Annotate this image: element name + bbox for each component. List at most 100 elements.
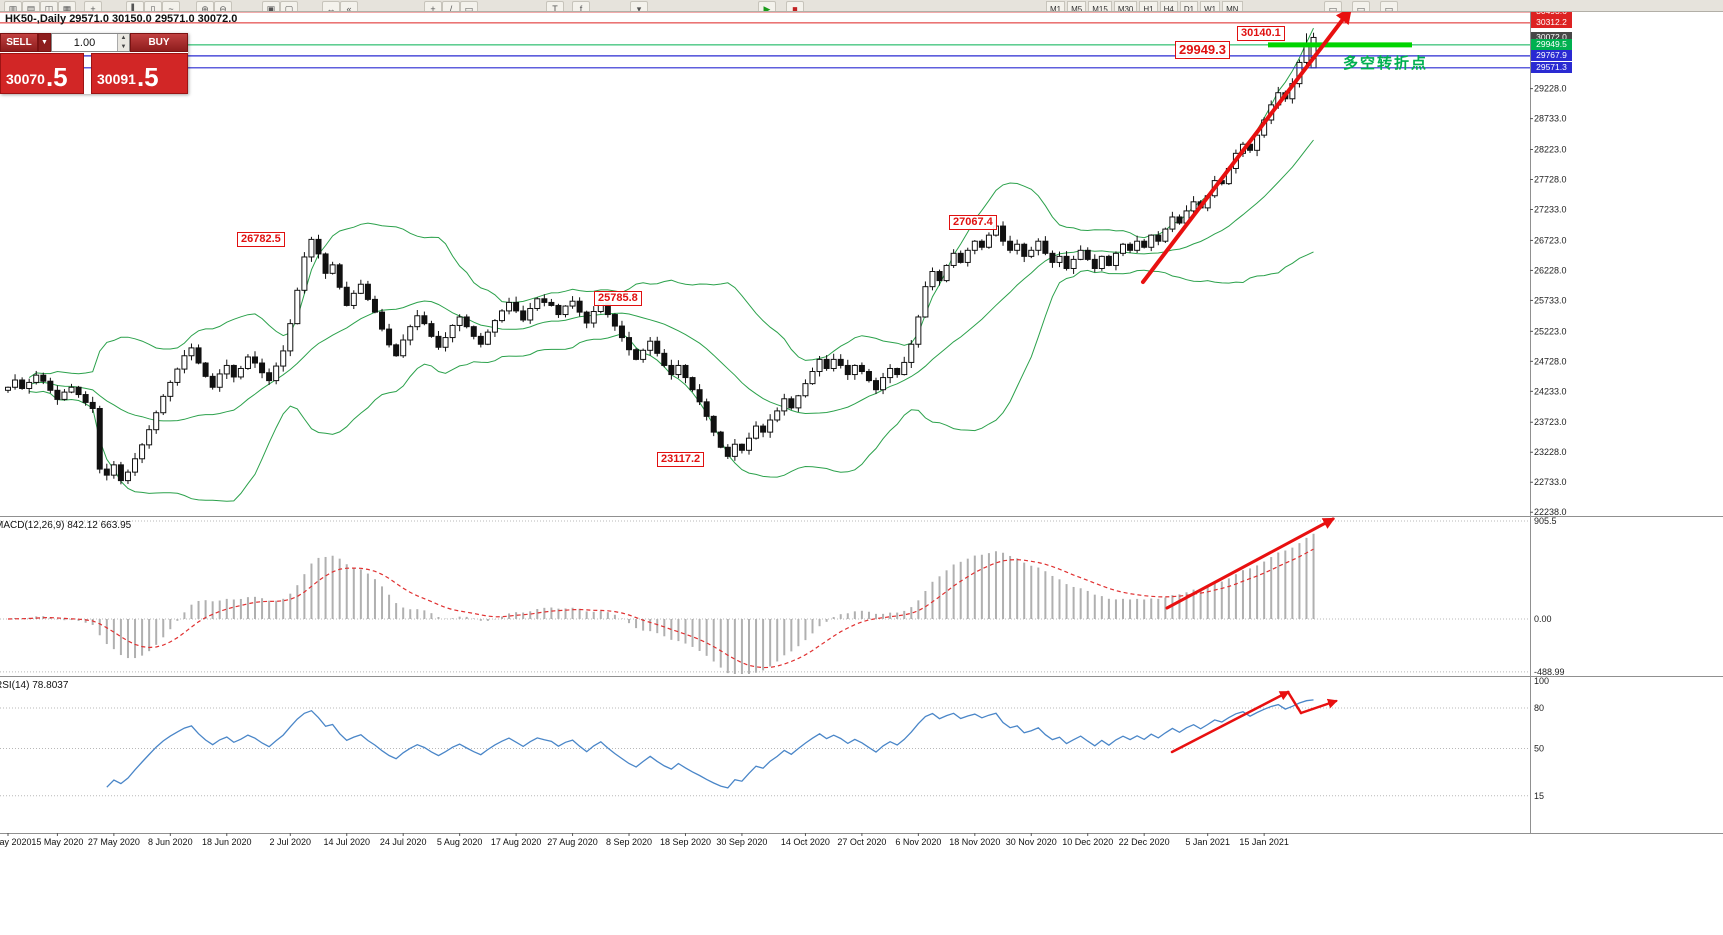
stop-icon[interactable]: ■ [786,1,804,11]
buy-button[interactable]: BUY [130,33,188,52]
auto-scroll-icon[interactable]: ↔ [322,1,340,11]
zoom-in-icon[interactable]: ⊕ [196,1,214,11]
chart-shift-icon[interactable]: « [340,1,358,11]
candle-body [280,350,287,367]
svg-text:27 Aug 2020: 27 Aug 2020 [547,837,598,847]
timeframe-button-w1[interactable]: W1 [1200,1,1221,11]
candle-body [160,395,167,414]
candle-body [534,298,541,309]
chevron-down-icon: ▼ [41,39,48,46]
svg-text:27 Oct 2020: 27 Oct 2020 [837,837,886,847]
timeframe-button-m30[interactable]: M30 [1113,1,1138,11]
candlestick-chart-icon[interactable]: ▯ [144,1,162,11]
candle-body [823,358,830,369]
price-annotation: 30140.1 [1237,26,1285,41]
candle-body [745,437,752,451]
candle-body [880,377,887,391]
window-layout-icon-2[interactable]: ▭ [1352,1,1370,11]
candle-body [753,425,760,439]
candle-body [1049,252,1056,263]
timeframe-button-d1[interactable]: D1 [1179,1,1199,11]
candle-body [357,283,364,294]
indicators-icon[interactable]: f [572,1,590,11]
line-chart-icon[interactable]: ~ [162,1,180,11]
zoom-out-icon[interactable]: ⊖ [214,1,232,11]
svg-text:30 Nov 2020: 30 Nov 2020 [1006,837,1057,847]
candle-body [661,352,668,366]
volume-up-button[interactable]: ▲ [118,34,129,43]
candle-body [781,398,788,412]
candle-body [985,234,992,248]
candle-body [731,443,738,457]
buy-price[interactable]: 30091 .5 [91,53,188,94]
market-watch-icon[interactable]: ▥ [4,1,22,11]
candle-body [89,401,96,409]
window-layout-icon-1[interactable]: ▭ [1324,1,1342,11]
candle-body [1028,249,1035,257]
timeframe-button-m5[interactable]: M5 [1067,1,1087,11]
candle-body [922,286,929,318]
candle-body [873,380,880,391]
window-layout-icon-3[interactable]: ▭ [1380,1,1398,11]
trade-panel-dropdown[interactable]: ▼ [38,33,51,52]
candle-body [569,300,576,307]
timeframe-button-m15[interactable]: M15 [1088,1,1112,11]
timeframe-button-h1[interactable]: H1 [1139,1,1158,11]
candle-body [978,240,985,248]
candle-body [463,316,470,328]
axis-price-badge: 29949.5 [1531,39,1572,51]
bar-chart-icon[interactable]: ▍ [126,1,144,11]
candle-body [583,311,590,324]
candle-body [1105,255,1112,266]
candle-body [244,356,251,369]
templates-icon[interactable]: ▾ [630,1,648,11]
sell-price[interactable]: 30070 .5 [0,53,84,94]
volume-input[interactable] [52,34,117,51]
candle-body [894,367,901,376]
candle-body [717,431,724,448]
candle-body [301,256,308,291]
rectangle-tool-icon[interactable]: ▭ [460,1,478,11]
tile-windows-icon[interactable]: ▣ [262,1,280,11]
candle-body [640,349,647,360]
candle-body [760,425,767,433]
candle-body [1112,252,1119,266]
candle-body [68,386,75,393]
navigator-icon[interactable]: ◫ [40,1,58,11]
price-annotation: 25785.8 [594,291,642,306]
axis-price-badge: 29767.9 [1531,50,1572,62]
new-order-icon[interactable]: + [84,1,102,11]
trend-arrow [1141,7,1352,284]
candle-body [1084,249,1091,260]
volume-down-button[interactable]: ▼ [118,42,129,51]
trend-arrow [1299,698,1338,715]
price-axis-labels: 29228.0 28733.0 28223.0 27728.0 27233.0 26723… [1530,84,1567,801]
sell-button[interactable]: SELL [0,33,38,52]
candle-body [477,335,484,345]
candle-body [230,364,237,378]
auto-trading-icon[interactable]: ▶ [758,1,776,11]
candle-body [407,326,414,341]
svg-text:30 Sep 2020: 30 Sep 2020 [716,837,767,847]
cascade-windows-icon[interactable]: ▢ [280,1,298,11]
svg-text:23228.0: 23228.0 [1534,447,1567,457]
terminal-icon[interactable]: ▦ [58,1,76,11]
timeframe-button-h4[interactable]: H4 [1159,1,1178,11]
svg-text:28223.0: 28223.0 [1534,145,1567,155]
candle-body [1141,240,1148,248]
trendline-icon[interactable]: / [442,1,460,11]
candle-body [386,328,393,346]
svg-text:22733.0: 22733.0 [1534,477,1567,487]
candle-body [767,419,774,433]
timeframe-button-mn[interactable]: MN [1222,1,1243,11]
candle-body [887,367,894,379]
candle-body [1098,255,1105,269]
text-tool-icon[interactable]: T [546,1,564,11]
candle-body [202,362,209,377]
crosshair-icon[interactable]: + [424,1,442,11]
timeframe-button-m1[interactable]: M1 [1046,1,1066,11]
data-window-icon[interactable]: ▤ [22,1,40,11]
candle-body [513,301,520,312]
